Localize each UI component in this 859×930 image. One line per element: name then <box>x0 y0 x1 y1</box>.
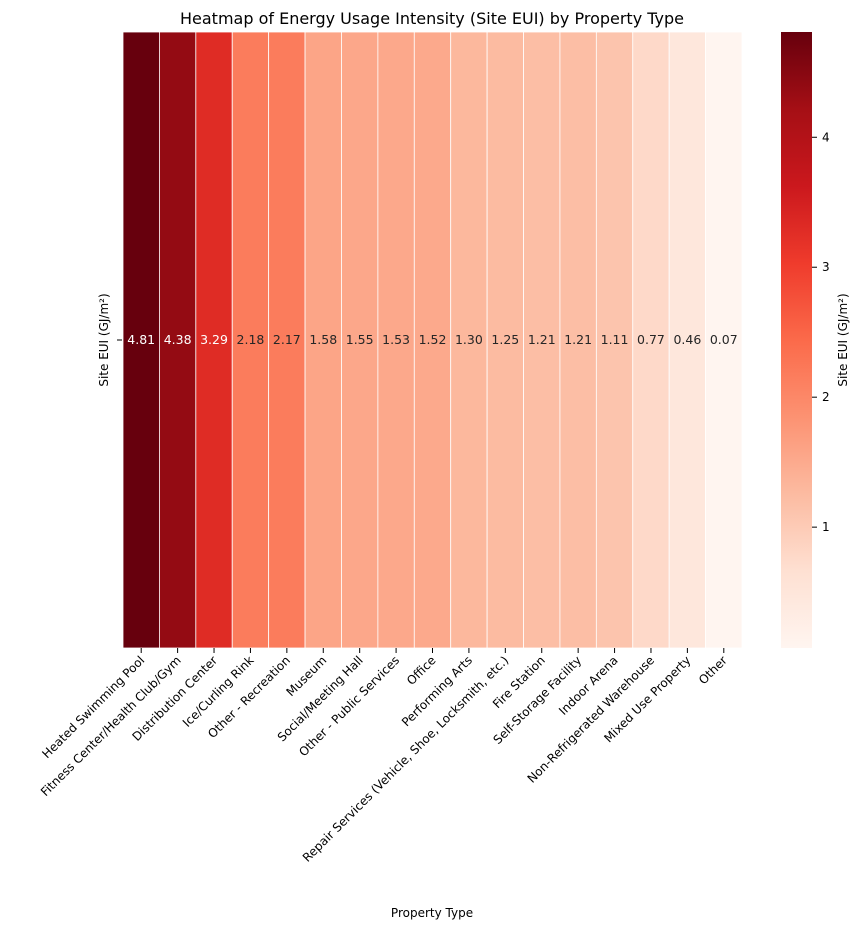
cell-value-label: 3.29 <box>200 332 228 347</box>
heatmap-cell <box>668 31 706 649</box>
cell-value-label: 1.25 <box>491 332 519 347</box>
cell-value-label: 1.53 <box>382 332 410 347</box>
heatmap-cell <box>595 31 634 649</box>
cell-value-label: 1.21 <box>528 332 556 347</box>
colorbar-tick-label: 3 <box>822 260 830 274</box>
cell-value-label: 4.81 <box>127 332 155 347</box>
heatmap-cell <box>705 31 743 649</box>
heatmap-cell <box>195 31 233 649</box>
y-axis: Site EUI (GJ/m²) <box>97 293 122 387</box>
cell-value-label: 2.18 <box>237 332 265 347</box>
colorbar-tick-label: 4 <box>822 130 830 144</box>
colorbar-label: Site EUI (GJ/m²) <box>836 293 850 386</box>
y-tick-label: Site EUI (GJ/m²) <box>97 293 111 386</box>
cell-value-label: 2.17 <box>273 332 301 347</box>
heatmap-cell <box>231 31 270 649</box>
cell-value-label: 1.58 <box>309 332 337 347</box>
x-axis-label: Property Type <box>391 906 473 920</box>
colorbar: 1 2 3 4 Site EUI (GJ/m²) <box>781 32 850 648</box>
heatmap-cell <box>268 31 306 649</box>
heatmap-cell <box>122 31 160 649</box>
cell-value-label: 1.52 <box>419 332 447 347</box>
chart-title: Heatmap of Energy Usage Intensity (Site … <box>180 9 684 28</box>
colorbar-ticks: 1 2 3 4 <box>812 130 830 534</box>
x-tick-label: Other <box>696 653 730 687</box>
heatmap-cell <box>159 31 197 649</box>
heatmap-cells <box>122 31 743 649</box>
cell-value-label: 1.55 <box>346 332 374 347</box>
x-tick-label: Fitness Center/Health Club/Gym <box>38 653 184 799</box>
cell-value-label: 1.11 <box>601 332 629 347</box>
colorbar-gradient <box>781 32 812 648</box>
heatmap-cell <box>450 31 488 649</box>
heatmap-cell <box>523 31 561 649</box>
heatmap-cell-labels: 4.81 4.38 3.29 2.18 2.17 1.58 1.55 1.53 1.52 1.30… <box>127 332 737 347</box>
cell-value-label: 0.46 <box>673 332 701 347</box>
heatmap-cell <box>304 31 342 649</box>
cell-value-label: 0.77 <box>637 332 665 347</box>
colorbar-tick-label: 2 <box>822 390 830 404</box>
heatmap-cell <box>559 31 597 649</box>
cell-value-label: 1.30 <box>455 332 483 347</box>
cell-value-label: 4.38 <box>164 332 192 347</box>
x-tick-label: Office <box>404 653 439 688</box>
cell-value-label: 0.07 <box>710 332 738 347</box>
heatmap-cell <box>632 31 670 649</box>
colorbar-tick-label: 1 <box>822 520 830 534</box>
heatmap-cell <box>377 31 415 649</box>
cell-value-label: 1.21 <box>564 332 592 347</box>
